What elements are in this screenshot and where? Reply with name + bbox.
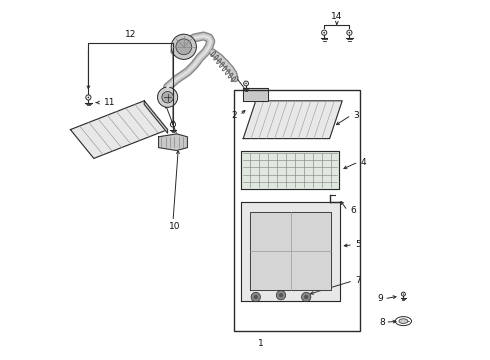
Ellipse shape [399, 319, 408, 323]
Circle shape [251, 292, 261, 302]
Circle shape [157, 87, 178, 107]
Polygon shape [71, 101, 168, 158]
Polygon shape [243, 88, 269, 101]
Text: 2: 2 [231, 111, 237, 120]
Circle shape [171, 34, 196, 59]
Circle shape [162, 91, 173, 103]
Circle shape [304, 295, 308, 299]
Text: 1: 1 [258, 339, 264, 348]
Polygon shape [250, 212, 331, 290]
Text: 13: 13 [261, 105, 272, 114]
Text: 8: 8 [379, 318, 385, 327]
Text: 3: 3 [354, 111, 360, 120]
Circle shape [172, 123, 174, 125]
Text: 11: 11 [104, 98, 116, 107]
Text: 10: 10 [169, 222, 180, 231]
Circle shape [254, 295, 258, 299]
Text: 6: 6 [350, 206, 356, 215]
Polygon shape [159, 134, 187, 150]
Polygon shape [144, 101, 168, 133]
Polygon shape [243, 101, 342, 139]
Circle shape [323, 32, 325, 33]
Circle shape [276, 291, 286, 300]
Circle shape [88, 96, 89, 98]
Polygon shape [242, 151, 339, 189]
Text: 7: 7 [356, 276, 361, 285]
Bar [234, 90, 360, 331]
Circle shape [176, 39, 192, 55]
Text: 9: 9 [377, 294, 383, 303]
Polygon shape [242, 202, 341, 301]
Text: 15: 15 [166, 138, 177, 147]
Circle shape [348, 32, 350, 33]
Text: 5: 5 [356, 240, 361, 249]
Circle shape [245, 83, 247, 84]
Text: 12: 12 [125, 30, 136, 39]
Circle shape [403, 293, 404, 295]
Text: 14: 14 [331, 12, 343, 21]
Text: 4: 4 [361, 158, 367, 166]
Circle shape [301, 292, 311, 302]
Circle shape [279, 293, 283, 297]
